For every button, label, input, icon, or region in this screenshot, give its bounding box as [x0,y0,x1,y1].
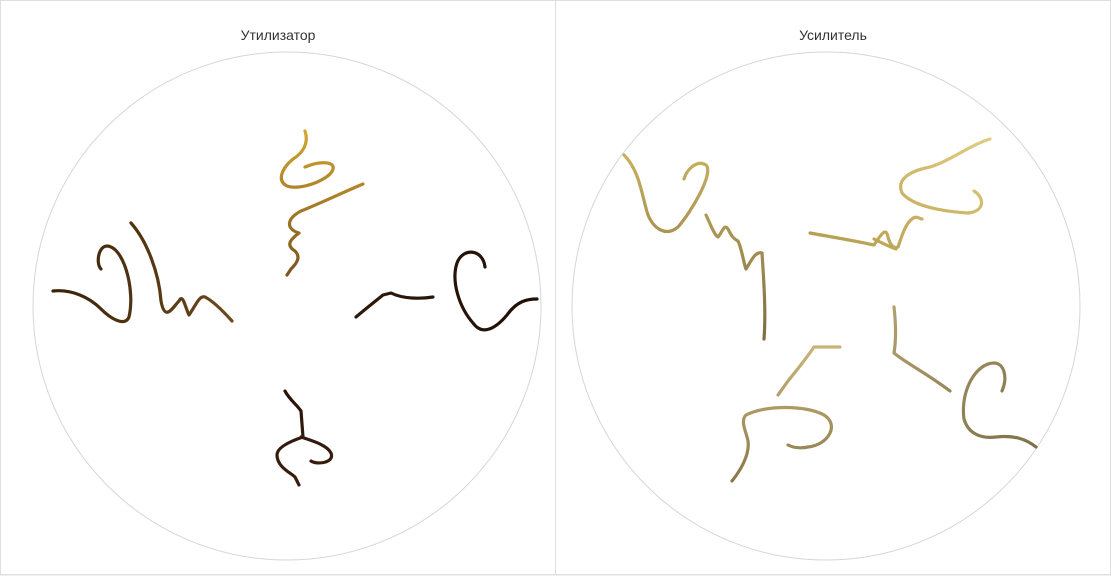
panel-title: Утилизатор [240,27,316,43]
glyph-bottom-left [730,345,842,483]
glyph-right [354,250,539,332]
panel-title: Усилитель [799,27,867,43]
glyph-left [51,221,234,324]
glyph-bottom [275,389,334,487]
panel-amplifier: Усилитель [555,0,1111,575]
sigil-circle [571,51,1081,561]
glyph-top-right [808,137,992,251]
amplifier-sigil-icon [571,51,1081,561]
glyph-top-left [622,153,767,341]
sigil-circle [32,51,542,561]
glyph-bottom-right [892,305,1038,449]
glyph-top [279,129,365,277]
panel-utilizer: Утилизатор [0,0,556,575]
utilizer-sigil-icon [32,51,542,561]
